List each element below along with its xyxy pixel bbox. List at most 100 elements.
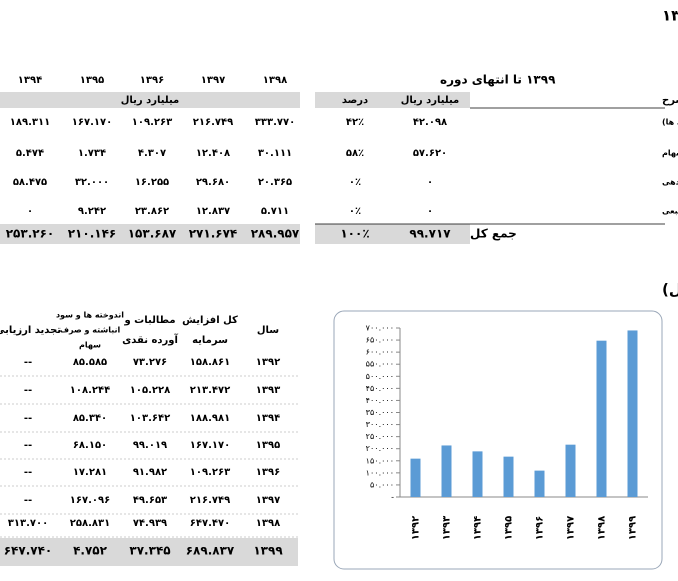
row-label: عرضه اولیه سهام (662, 149, 678, 158)
cell: ۱۸۹.۳۱۱ (10, 117, 50, 128)
column-header: ۱۳۹۴ (18, 75, 42, 86)
x-tick-label: ۱۳۹۵ (504, 516, 515, 540)
column-header: درصد (342, 95, 368, 106)
unit-label: میلیارد ریال (121, 95, 180, 106)
column-header: آورده نقدی (122, 333, 178, 346)
bar (503, 456, 514, 497)
x-tick-label: ۱۳۹۳ (442, 516, 453, 540)
cell: ۰ (427, 177, 433, 188)
cell: ۶۸.۱۵۰ (73, 440, 107, 451)
bar (596, 340, 607, 497)
cell: ۵۸.۴۷۵ (13, 177, 47, 188)
column-header: شرح (662, 95, 678, 106)
cell: -- (24, 385, 32, 396)
cell: ۱۲.۴۰۸ (196, 148, 230, 159)
cell: ۹.۲۴۲ (78, 206, 106, 217)
cell: ۲۱۶.۷۴۹ (190, 495, 230, 506)
cell: ۹۱.۹۸۲ (133, 467, 167, 478)
column-header: میلیارد ریال (401, 95, 460, 106)
cell: ۰ (427, 206, 433, 217)
chart-frame (333, 310, 663, 570)
y-tick-label: ۱۰۰.۰۰۰ (366, 468, 394, 477)
column-header: ۱۳۹۷ (201, 75, 225, 86)
x-tick-label: ۱۳۹۶ (535, 516, 546, 540)
cell: ۵.۷۱۱ (261, 206, 289, 217)
cell: ۱.۷۳۴ (78, 148, 106, 159)
total-cell: ۱۰۰٪ (340, 227, 369, 241)
y-tick-label: ۵۰.۰۰۰ (370, 480, 394, 489)
header-band (315, 92, 470, 108)
y-tick-label: ۴۵۰.۰۰۰ (366, 384, 394, 393)
total-band (315, 224, 470, 244)
y-tick-label: ۲۵۰.۰۰۰ (366, 432, 394, 441)
cell: ۱۲.۸۳۷ (196, 206, 230, 217)
y-tick-label: ۶۵۰.۰۰۰ (366, 336, 394, 345)
total-cell: ۹۹.۷۱۷ (409, 227, 451, 241)
y-tick-label: ۶۰۰.۰۰۰ (366, 348, 394, 357)
column-header: ۱۳۹۸ (263, 75, 287, 86)
x-tick-label: ۱۳۹۸ (597, 516, 608, 540)
cell: ۳۷.۳۴۵ (129, 544, 170, 558)
cell: ۹۹.۰۱۹ (133, 440, 167, 451)
cell: ۱۳۹۸ (256, 518, 280, 529)
cell: -- (24, 413, 32, 424)
cell: ۳۱۳.۷۰۰ (8, 518, 48, 529)
cell: ۸۵.۳۴۰ (73, 413, 107, 424)
total-cell: ۱۵۳.۶۸۷ (128, 227, 177, 241)
cell: -- (24, 440, 32, 451)
column-header: سال (257, 325, 279, 336)
column-header: ۱۳۹۵ (80, 75, 104, 86)
cell: -- (24, 467, 32, 478)
cell: ۰٪ (349, 177, 361, 188)
cell: ۲۰.۳۶۵ (258, 177, 292, 188)
bar (472, 451, 483, 497)
cell: ۲۱۳.۴۷۲ (190, 385, 230, 396)
total-cell: ۲۷۱.۶۷۴ (189, 227, 238, 241)
cell: ۲۹.۶۸۰ (196, 177, 230, 188)
cell: ۷۴.۹۳۹ (133, 518, 167, 529)
x-tick-label: ۱۳۹۹ (628, 516, 639, 540)
bar (534, 470, 545, 497)
cell: ۱۳۹۶ (256, 467, 280, 478)
header-band (0, 92, 300, 108)
cell: ۴.۷۵۲ (73, 544, 108, 558)
column-header: سرمایه (192, 335, 228, 346)
total-band (0, 538, 298, 566)
page-title: نوع تامین مالی – ۱۳۹۹ (662, 7, 678, 25)
total-band (0, 224, 300, 244)
total-label: جمع کل (470, 227, 517, 241)
bar (441, 445, 452, 497)
cell: ۳۲.۰۰۰ (75, 177, 109, 188)
y-tick-label: - (391, 493, 394, 502)
column-header: کل افزایش (182, 315, 238, 326)
cell: ۱۳۹۴ (256, 413, 280, 424)
y-tick-label: ۴۰۰.۰۰۰ (366, 396, 394, 405)
cell: ۶۸۹.۸۳۷ (186, 544, 235, 558)
cell: ۱۳۹۳ (256, 385, 280, 396)
cell: ۰ (27, 206, 33, 217)
cell: ۲۵۸.۸۳۱ (70, 518, 110, 529)
chart-title: روند افزایش سرمایه های سالانه(میلیارد ری… (662, 281, 678, 299)
cell: ۱۸۸.۹۸۱ (190, 413, 230, 424)
cell: ۱۳۹۲ (256, 357, 280, 368)
cell: ۲۳.۸۶۲ (135, 206, 169, 217)
cell: ۱۳۹۵ (256, 440, 280, 451)
cell: ۱۶.۲۵۵ (135, 177, 169, 188)
cell: ۳۰.۱۱۱ (258, 148, 292, 159)
y-tick-label: ۳۰۰.۰۰۰ (366, 420, 394, 429)
cell: ۱۶۷.۱۷۰ (190, 440, 230, 451)
cell: ۴۲.۰۹۸ (413, 117, 447, 128)
cell: ۱۰۳.۶۴۲ (130, 413, 170, 424)
cell: ۵۸٪ (346, 148, 364, 159)
total-cell: ۲۱۰.۱۴۶ (68, 227, 117, 241)
cell: ۵۷.۶۲۰ (413, 148, 447, 159)
y-tick-label: ۲۰۰.۰۰۰ (366, 444, 394, 453)
bar (410, 458, 421, 497)
y-tick-label: ۱۵۰.۰۰۰ (366, 456, 394, 465)
cell: ۶۴۷.۷۴۰ (4, 544, 53, 558)
cell: ۱۰۹.۲۶۳ (190, 467, 230, 478)
column-header: اندوخته ها و سود (56, 311, 124, 320)
y-tick-label: ۵۵۰.۰۰۰ (366, 360, 394, 369)
row-label: افزایش سرمایه ها(به جز تجدید ارزیابی ها) (662, 118, 678, 128)
